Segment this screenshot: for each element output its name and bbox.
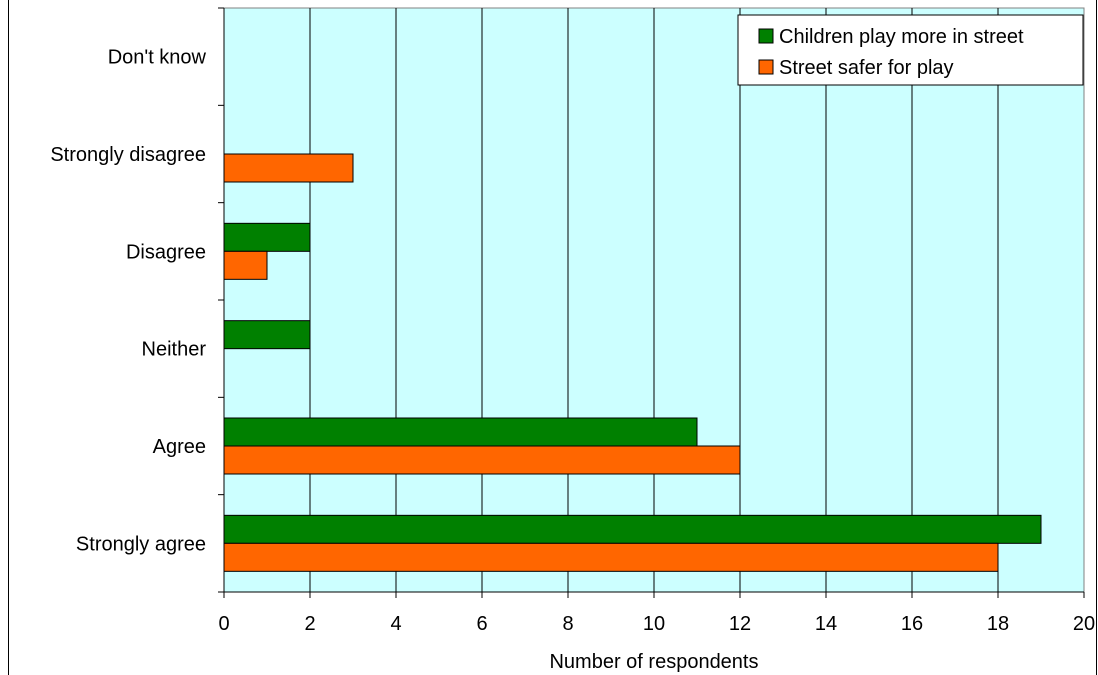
x-tick-label-2: 2 — [304, 613, 315, 635]
x-tick-label-18: 18 — [987, 613, 1009, 635]
legend: Children play more in street Street safe… — [737, 14, 1084, 86]
x-tick-label-4: 4 — [390, 613, 401, 635]
grid-lines — [309, 8, 999, 592]
category-label-strongly-agree: Strongly agree — [76, 533, 206, 555]
legend-swatch-street-safer — [758, 59, 774, 75]
category-label-disagree: Disagree — [126, 241, 206, 263]
bars — [223, 153, 1042, 572]
bar-street-safer-for-play-strongly-disagree — [223, 153, 354, 183]
x-tick-label-14: 14 — [815, 613, 837, 635]
x-tick-label-20: 20 — [1073, 613, 1095, 635]
bar-street-safer-for-play-disagree — [223, 250, 268, 280]
x-tick-label-16: 16 — [901, 613, 923, 635]
category-label-neither: Neither — [142, 339, 207, 361]
x-tick-label-8: 8 — [562, 613, 573, 635]
category-label-agree: Agree — [153, 436, 206, 458]
category-label-don-t-know: Don't know — [108, 47, 207, 69]
bar-children-play-more-in-street-strongly-agree — [223, 514, 1042, 544]
x-axis-title: Number of respondents — [549, 651, 758, 673]
x-tick-label-6: 6 — [476, 613, 487, 635]
axis-labels: Strongly agree Agree Neither Disagree Strong… — [50, 47, 1095, 635]
bar-street-safer-for-play-strongly-agree — [223, 542, 999, 572]
legend-label-children-play: Children play more in street — [779, 26, 1024, 48]
x-tick-label-0: 0 — [218, 613, 229, 635]
legend-swatch-children-play — [758, 28, 774, 44]
bar-street-safer-for-play-agree — [223, 445, 741, 475]
legend-label-street-safer: Street safer for play — [779, 57, 954, 79]
bar-children-play-more-in-street-disagree — [223, 222, 311, 252]
legend-box — [737, 14, 1084, 86]
bar-children-play-more-in-street-agree — [223, 417, 698, 447]
x-tick-label-10: 10 — [643, 613, 665, 635]
x-tick-label-12: 12 — [729, 613, 751, 635]
bar-children-play-more-in-street-neither — [223, 320, 311, 350]
category-label-strongly-disagree: Strongly disagree — [50, 144, 206, 166]
axes — [218, 7, 1085, 598]
